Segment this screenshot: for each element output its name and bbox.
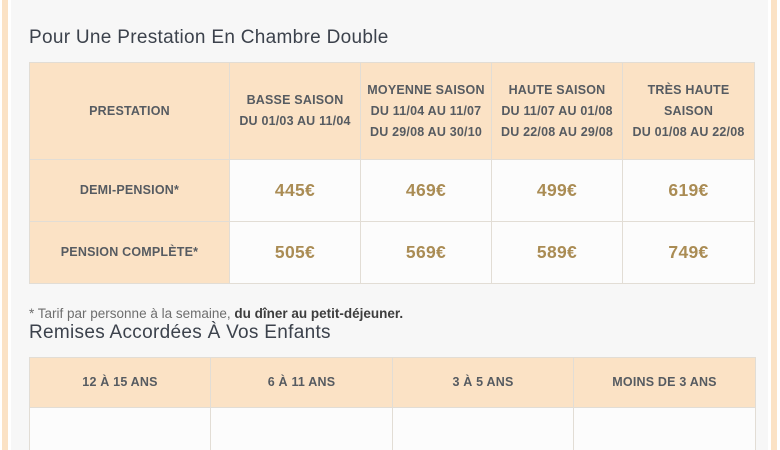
- price-cell: 505€: [229, 221, 361, 284]
- header-cell-6-11-ans: 6 À 11 ANS: [210, 357, 393, 408]
- season-name: MOYENNE SAISON: [367, 82, 485, 97]
- content-panel: Pour Une Prestation En Chambre Double PR…: [11, 0, 768, 450]
- season-dates: DU 22/08 AU 29/08: [500, 124, 614, 139]
- season-dates: DU 01/03 AU 11/04: [239, 114, 351, 128]
- season-dates: DU 11/04 AU 11/07: [370, 103, 482, 118]
- header-cell-moins-3-ans: MOINS DE 3 ANS: [573, 357, 756, 408]
- row-label-pension-complete: PENSION COMPLÈTE*: [29, 221, 230, 284]
- empty-cell: [392, 407, 574, 450]
- empty-cell: [573, 407, 756, 450]
- header-cell-3-5-ans: 3 À 5 ANS: [392, 357, 574, 408]
- footnote-bold-text: du dîner au petit-déjeuner.: [234, 306, 404, 321]
- age-header-row: 12 À 15 ANS 6 À 11 ANS 3 À 5 ANS MOINS D…: [29, 357, 756, 408]
- season-header-row: PRESTATION BASSE SAISON DU 01/03 AU 11/0…: [29, 62, 755, 160]
- rate-footnote: * Tarif par personne à la semaine, du dî…: [29, 306, 755, 322]
- season-name: HAUTE SAISON: [508, 82, 606, 97]
- price-cell: 619€: [622, 159, 755, 222]
- season-name: SAISON: [663, 103, 714, 118]
- footnote-regular-text: * Tarif par personne à la semaine,: [29, 306, 235, 321]
- double-room-rate-table: PRESTATION BASSE SAISON DU 01/03 AU 11/0…: [29, 62, 755, 284]
- header-cell-moyenne-saison: MOYENNE SAISON DU 11/04 AU 11/07 DU 29/0…: [360, 62, 492, 160]
- header-cell-prestation: PRESTATION: [29, 62, 230, 160]
- price-cell: 499€: [491, 159, 623, 222]
- header-cell-haute-saison: HAUTE SAISON DU 11/07 AU 01/08 DU 22/08 …: [491, 62, 623, 160]
- season-name: TRÈS HAUTE: [647, 82, 730, 97]
- table-row-partial: [29, 407, 756, 450]
- header-cell-12-15-ans: 12 À 15 ANS: [29, 357, 211, 408]
- section-title-double-room: Pour Une Prestation En Chambre Double: [29, 27, 389, 48]
- page-border-left: [2, 0, 8, 450]
- children-discount-table: 12 À 15 ANS 6 À 11 ANS 3 À 5 ANS MOINS D…: [29, 357, 756, 450]
- price-cell: 749€: [622, 221, 755, 284]
- season-dates: DU 29/08 AU 30/10: [369, 124, 483, 139]
- season-name: BASSE SAISON: [246, 93, 344, 107]
- price-cell: 589€: [491, 221, 623, 284]
- table-row-pension-complete: PENSION COMPLÈTE* 505€ 569€ 589€ 749€: [29, 221, 755, 284]
- section-title-children-discounts: Remises Accordées À Vos Enfants: [29, 322, 331, 343]
- row-label-demi-pension: DEMI-PENSION*: [29, 159, 230, 222]
- empty-cell: [210, 407, 393, 450]
- price-cell: 569€: [360, 221, 492, 284]
- price-cell: 469€: [360, 159, 492, 222]
- table-row-demi-pension: DEMI-PENSION* 445€ 469€ 499€ 619€: [29, 159, 755, 222]
- header-cell-basse-saison: BASSE SAISON DU 01/03 AU 11/04: [229, 62, 361, 160]
- season-dates: DU 01/08 AU 22/08: [632, 124, 745, 139]
- page-border-right: [771, 0, 777, 450]
- price-cell: 445€: [229, 159, 361, 222]
- empty-cell: [29, 407, 211, 450]
- season-dates: DU 11/07 AU 01/08: [501, 103, 613, 118]
- header-cell-tres-haute-saison: TRÈS HAUTE SAISON DU 01/08 AU 22/08: [622, 62, 755, 160]
